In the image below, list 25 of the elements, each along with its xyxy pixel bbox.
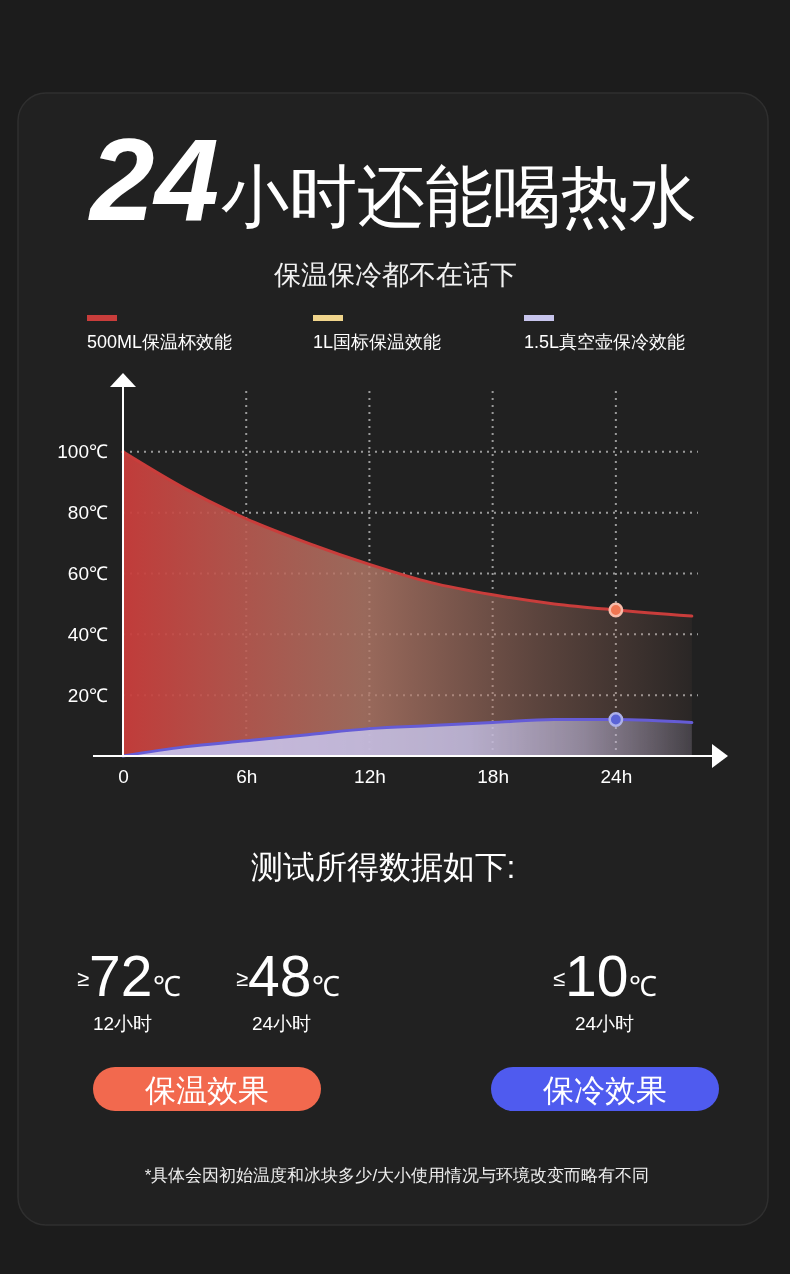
chart-subtitle: 保温保冷都不在话下 bbox=[273, 260, 517, 290]
text: 12小时 bbox=[93, 1013, 153, 1034]
x-tick-label: 24h bbox=[600, 766, 633, 788]
y-tick-label: 100℃ bbox=[57, 441, 108, 463]
text: ≥72℃ bbox=[77, 944, 182, 1008]
text: 24小时 bbox=[575, 1013, 635, 1034]
y-tick-label: 60℃ bbox=[67, 563, 108, 585]
text: ≤10℃ bbox=[553, 944, 658, 1008]
x-tick-label: 12h bbox=[354, 766, 386, 788]
x-tick-label: 0 bbox=[118, 766, 129, 788]
text: 保温效果 bbox=[145, 1073, 269, 1108]
text: 24小时 bbox=[252, 1013, 312, 1034]
text: *具体会因初始温度和冰块多少/大小使用情况与环境改变而略有不同 bbox=[144, 1166, 650, 1185]
x-tick-label: 18h bbox=[477, 766, 509, 788]
legend-label: 500ML保温杯效能 bbox=[87, 332, 233, 352]
text: 保冷效果 bbox=[543, 1073, 667, 1108]
text: 测试所得数据如下: bbox=[250, 849, 516, 885]
y-tick-label: 80℃ bbox=[67, 502, 108, 524]
legend-label: 1.5L真空壶保冷效能 bbox=[524, 332, 686, 352]
x-tick-label: 6h bbox=[236, 766, 258, 788]
chart-title: 24小时还能喝热水 bbox=[88, 115, 698, 245]
legend-label: 1L国标保温效能 bbox=[313, 332, 442, 352]
text: ≥48℃ bbox=[236, 944, 341, 1008]
y-tick-label: 20℃ bbox=[67, 684, 108, 706]
y-tick-label: 40℃ bbox=[67, 623, 108, 645]
